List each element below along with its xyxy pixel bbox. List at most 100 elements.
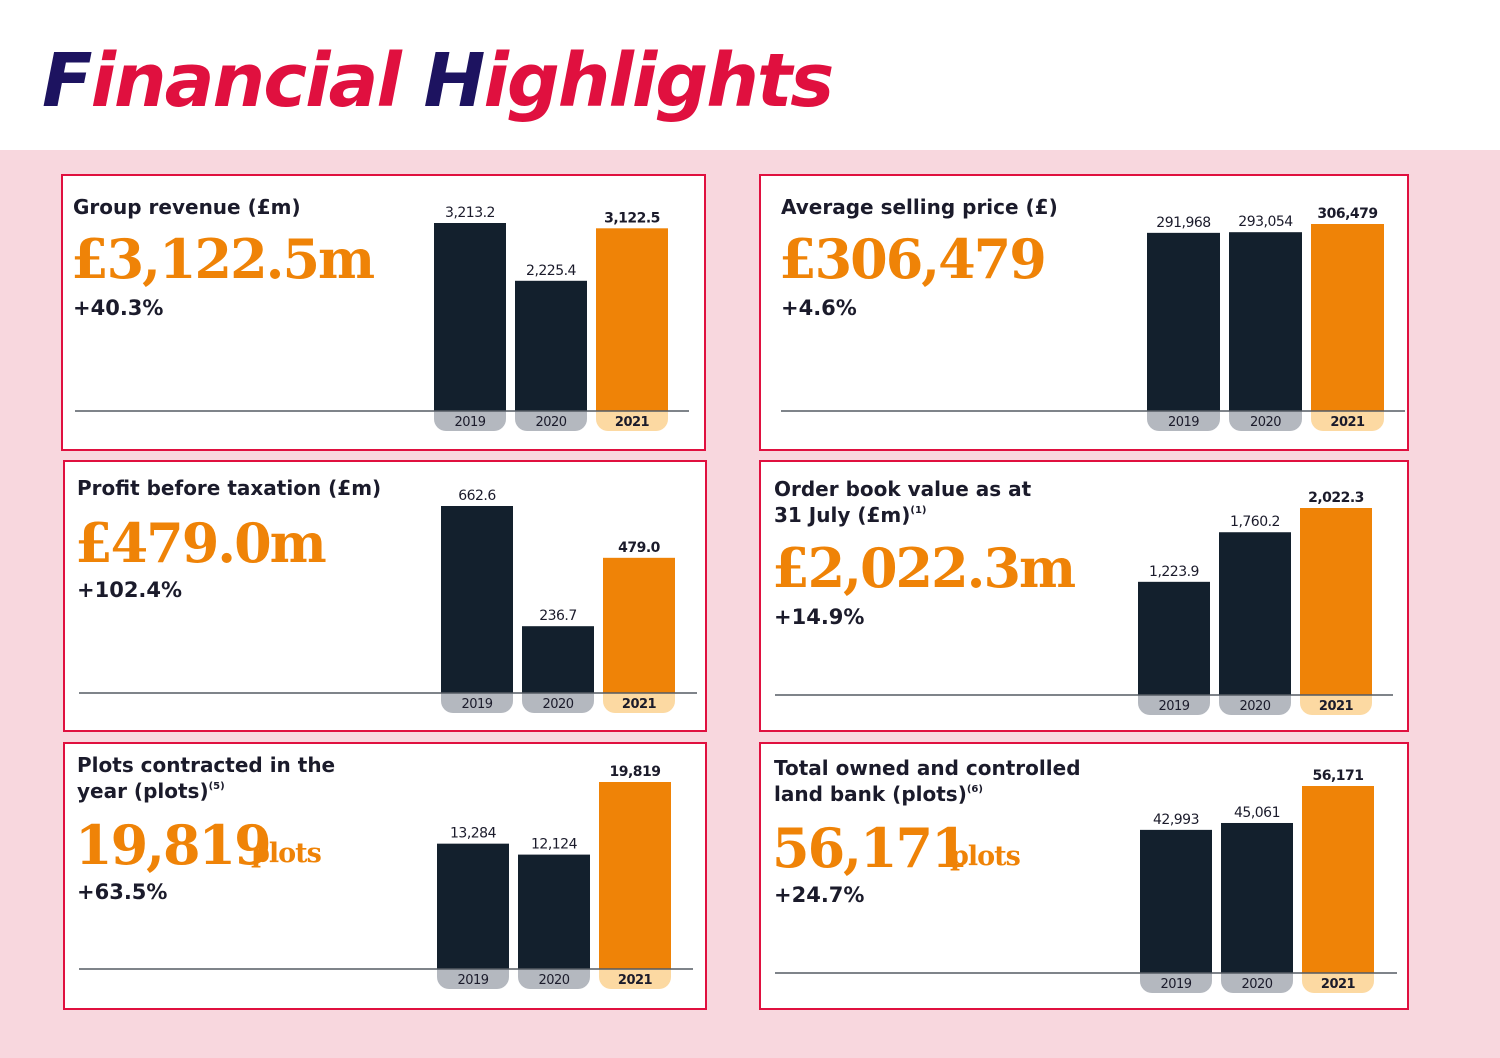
year-tab [599, 969, 671, 989]
footnote-marker: (1) [910, 505, 927, 516]
bar-value-label: 56,171 [1312, 768, 1363, 784]
year-tab [1229, 411, 1302, 431]
card-title: Profit before taxation (£m) [77, 475, 381, 501]
bar-2021 [1300, 508, 1372, 695]
footnote-marker: (5) [208, 781, 225, 792]
title-letter-h: H [423, 38, 486, 124]
card-land-bank: Total owned and controlled land bank (pl… [759, 742, 1409, 1010]
bar-value-label: 236.7 [539, 608, 577, 624]
bar-chart-profit-before-taxation: 662.6 2019 236.7 2020 479.0 2021 [79, 488, 697, 713]
card-title-line: Average selling price (£) [781, 195, 1058, 219]
bar-value-label: 19,819 [609, 764, 660, 780]
bar-2019 [441, 506, 513, 693]
year-label: 2021 [618, 973, 653, 988]
year-label: 2021 [1319, 699, 1354, 714]
card-title-line: land bank (plots) [774, 782, 967, 806]
bar-value-label: 3,213.2 [445, 205, 495, 221]
card-title: Total owned and controlled land bank (pl… [774, 755, 1081, 807]
card-value: £2,022.3m [772, 536, 1076, 600]
year-tab [437, 969, 509, 989]
card-value: £3,122.5m [71, 227, 375, 291]
card-title-line: Plots contracted in the [77, 753, 336, 777]
bar-chart-group-revenue: 3,213.2 2019 2,225.4 2020 3,122.5 2021 [75, 205, 689, 431]
card-change: +40.3% [73, 296, 164, 320]
card-value: 19,819 [75, 813, 272, 877]
bar-2020 [1229, 232, 1302, 411]
bar-value-label: 13,284 [450, 826, 497, 842]
card-change: +63.5% [77, 880, 168, 904]
bar-value-label: 479.0 [618, 540, 661, 556]
year-tab [603, 693, 675, 713]
card-value: 56,171 [772, 816, 969, 880]
bar-2020 [515, 280, 587, 411]
bar-value-label: 2,225.4 [526, 263, 577, 279]
year-tab [1302, 973, 1374, 993]
card-change: +14.9% [774, 605, 865, 629]
title-letter-f: F [42, 38, 93, 124]
bar-value-label: 2,022.3 [1308, 490, 1364, 506]
bar-chart-average-selling-price: 291,968 2019 293,054 2020 306,479 2021 [781, 206, 1405, 431]
bar-value-label: 291,968 [1156, 215, 1210, 231]
card-value: £306,479 [779, 227, 1047, 291]
year-label: 2021 [1330, 415, 1365, 430]
year-label: 2019 [454, 415, 485, 430]
card-unit: plots [950, 841, 1021, 872]
year-tab [1138, 695, 1210, 715]
bar-2019 [1140, 829, 1212, 973]
bar-2020 [1221, 822, 1293, 973]
year-label: 2019 [1158, 699, 1189, 714]
page-title: Financial Highlights [42, 44, 834, 118]
bar-2021 [1302, 786, 1374, 973]
year-tab [1147, 411, 1220, 431]
card-title: Order book value as at 31 July (£m)(1) [774, 476, 1031, 528]
year-label: 2020 [1241, 977, 1272, 992]
card-title: Group revenue (£m) [73, 194, 301, 220]
bar-2021 [1311, 224, 1384, 411]
card-title-line: year (plots) [77, 779, 209, 803]
year-label: 2021 [1321, 977, 1356, 992]
card-change: +4.6% [781, 296, 857, 320]
card-title-line: Total owned and controlled [774, 756, 1081, 780]
year-label: 2020 [542, 697, 573, 712]
bar-2019 [1138, 581, 1210, 695]
year-label: 2020 [1250, 415, 1281, 430]
bar-value-label: 293,054 [1238, 214, 1293, 230]
year-tab [1300, 695, 1372, 715]
card-group-revenue: Group revenue (£m) £3,122.5m +40.3% 3,21… [61, 174, 706, 451]
bar-2019 [437, 843, 509, 969]
bar-2021 [596, 228, 668, 411]
card-title-line: Profit before taxation (£m) [77, 476, 382, 500]
year-tab [1219, 695, 1291, 715]
footnote-marker: (6) [966, 784, 983, 795]
bar-2020 [518, 854, 590, 969]
year-label: 2021 [615, 415, 650, 430]
bar-value-label: 662.6 [458, 488, 496, 504]
year-label: 2021 [622, 697, 657, 712]
bar-value-label: 1,223.9 [1149, 564, 1199, 580]
year-tab [1221, 973, 1293, 993]
year-label: 2019 [1168, 415, 1199, 430]
bar-value-label: 306,479 [1317, 206, 1377, 222]
year-tab [522, 693, 594, 713]
card-title-line: Group revenue (£m) [73, 195, 301, 219]
card-order-book-value: Order book value as at 31 July (£m)(1) £… [759, 460, 1409, 732]
bar-2019 [434, 223, 506, 411]
bar-2021 [603, 557, 675, 693]
card-unit: plots [251, 838, 322, 869]
card-average-selling-price: Average selling price (£) £306,479 +4.6%… [759, 174, 1409, 451]
year-label: 2019 [461, 697, 492, 712]
year-label: 2020 [535, 415, 566, 430]
bar-chart-order-book-value: 1,223.9 2019 1,760.2 2020 2,022.3 2021 [775, 490, 1393, 715]
year-tab [441, 693, 513, 713]
bar-2019 [1147, 232, 1220, 411]
card-value: £479.0m [75, 511, 327, 575]
year-label: 2019 [457, 973, 488, 988]
bar-2021 [599, 782, 671, 969]
bar-chart-land-bank: 42,993 2019 45,061 2020 56,171 2021 [775, 768, 1397, 993]
bar-chart-plots-contracted: 13,284 2019 12,124 2020 19,819 2021 [79, 764, 693, 989]
card-title: Plots contracted in the year (plots)(5) [77, 752, 335, 804]
card-title-line: 31 July (£m) [774, 503, 911, 527]
bar-value-label: 12,124 [531, 837, 578, 853]
bar-value-label: 1,760.2 [1230, 514, 1280, 530]
bar-value-label: 3,122.5 [604, 210, 660, 226]
